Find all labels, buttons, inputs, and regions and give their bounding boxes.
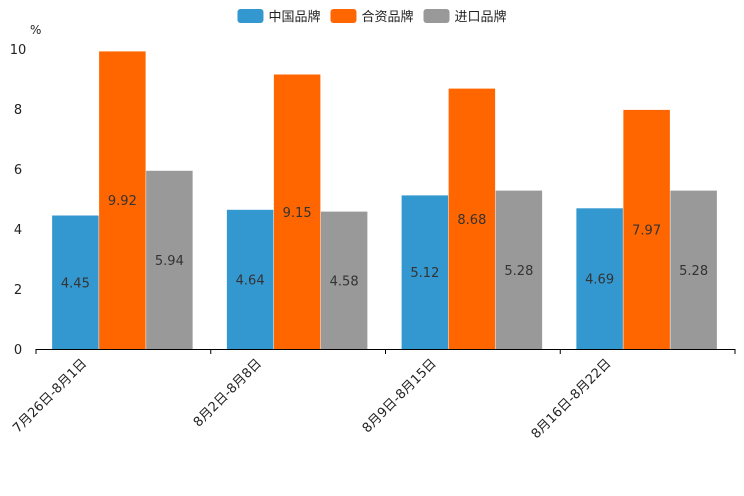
bar [226,209,274,349]
legend-label: 进口品牌 [455,9,507,25]
x-category-label: 8月16日-8月22日 [529,356,615,442]
bar [52,215,99,349]
bar [401,195,449,349]
data-label: 5.12 [410,266,439,281]
data-label: 4.69 [585,273,614,288]
y-axis-ticks: 0 2 4 6 8 10 [10,43,27,358]
data-label: 5.28 [679,264,708,279]
bar [670,190,717,349]
legend-label: 中国品牌 [268,9,320,25]
legend-swatch [237,9,264,23]
legend-label: 合资品牌 [361,9,413,25]
bar [146,170,193,349]
legend-swatch [330,9,357,23]
legend-swatch [423,9,450,23]
data-label: 4.45 [61,276,90,291]
legend: 中国品牌 合资品牌 进口品牌 [237,9,507,25]
data-label: 9.92 [108,194,137,209]
x-axis: 7月26日-8月1日 8月2日-8月8日 8月9日-8月15日 8月16日-8月22日 [10,349,736,442]
bar [623,109,670,350]
data-label: 5.94 [155,254,184,269]
x-category-label: 7月26日-8月1日 [10,356,90,436]
data-label: 7.97 [632,223,661,238]
y-tick-label: 2 [14,283,22,298]
y-tick-label: 6 [14,163,22,178]
y-tick-label: 4 [14,223,22,238]
x-category-label: 8月9日-8月15日 [360,356,440,436]
x-category-label: 8月2日-8月8日 [191,356,265,430]
data-label: 4.64 [236,273,265,288]
bar [273,74,321,349]
y-axis-unit: % [30,23,41,37]
data-label: 5.28 [504,264,533,279]
y-tick-label: 0 [14,343,22,358]
y-tick-label: 10 [10,43,27,58]
bar [495,190,543,349]
bar [448,88,496,349]
bar [99,51,146,350]
data-label: 9.15 [283,206,312,221]
bar [320,211,368,349]
y-tick-label: 8 [14,103,22,118]
bar [576,208,623,349]
bars: 4.45 9.92 5.94 4.64 9.15 4.58 5.12 8.68 5.28 4.69… [52,51,717,350]
data-label: 4.58 [330,274,359,289]
data-label: 8.68 [457,213,486,228]
